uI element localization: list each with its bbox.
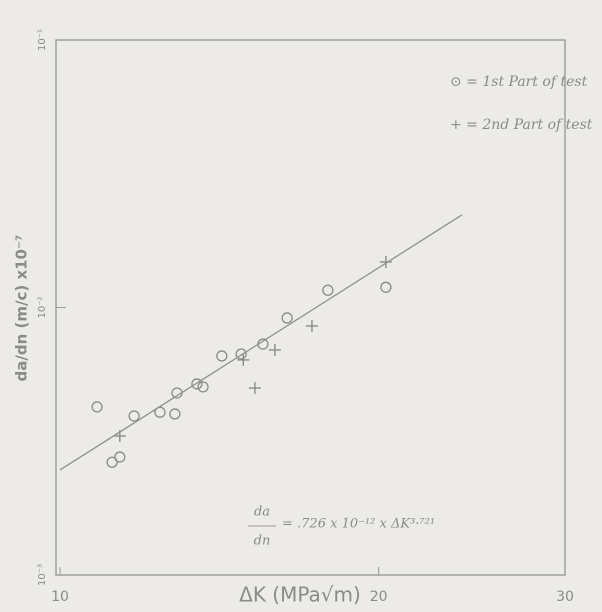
circle-point <box>281 312 293 324</box>
plus-point <box>268 343 281 356</box>
legend-entry: ⊙ = 1st Part of test <box>450 74 588 90</box>
x-tick-label: 10 <box>51 589 69 605</box>
circle-point <box>106 456 118 468</box>
circle-point <box>235 348 247 360</box>
y-tick-label: 10⁻¹ <box>37 29 48 51</box>
plus-point <box>305 319 318 332</box>
equation-numerator: da <box>254 505 270 520</box>
circle-point <box>114 451 126 463</box>
circle-point <box>380 281 392 293</box>
equation-rhs: = .726 x 10⁻¹² x ΔK³·⁷²¹ <box>282 517 435 532</box>
x-axis-label: ΔK (MPa√m) <box>239 583 361 607</box>
plus-point <box>379 255 392 268</box>
circle-point <box>191 378 203 390</box>
fit-line <box>59 214 463 471</box>
circle-point <box>216 350 228 362</box>
equation-denominator: dn <box>254 534 271 549</box>
circle-point <box>128 410 140 422</box>
x-tick-label: 30 <box>556 589 574 605</box>
y-tick-label: 10⁻² <box>37 296 48 318</box>
y-tick-label: 10⁻³ <box>37 564 48 586</box>
y-axis-label: da/dn (m/c) x10⁻⁷ <box>13 235 31 382</box>
circle-point <box>91 401 103 413</box>
plus-point <box>237 353 250 366</box>
circle-point <box>322 284 334 296</box>
legend-entry: + = 2nd Part of test <box>450 117 593 133</box>
x-tick-label: 20 <box>370 589 388 605</box>
circle-point <box>197 381 209 393</box>
plus-point <box>248 382 261 395</box>
circle-point <box>169 408 181 420</box>
